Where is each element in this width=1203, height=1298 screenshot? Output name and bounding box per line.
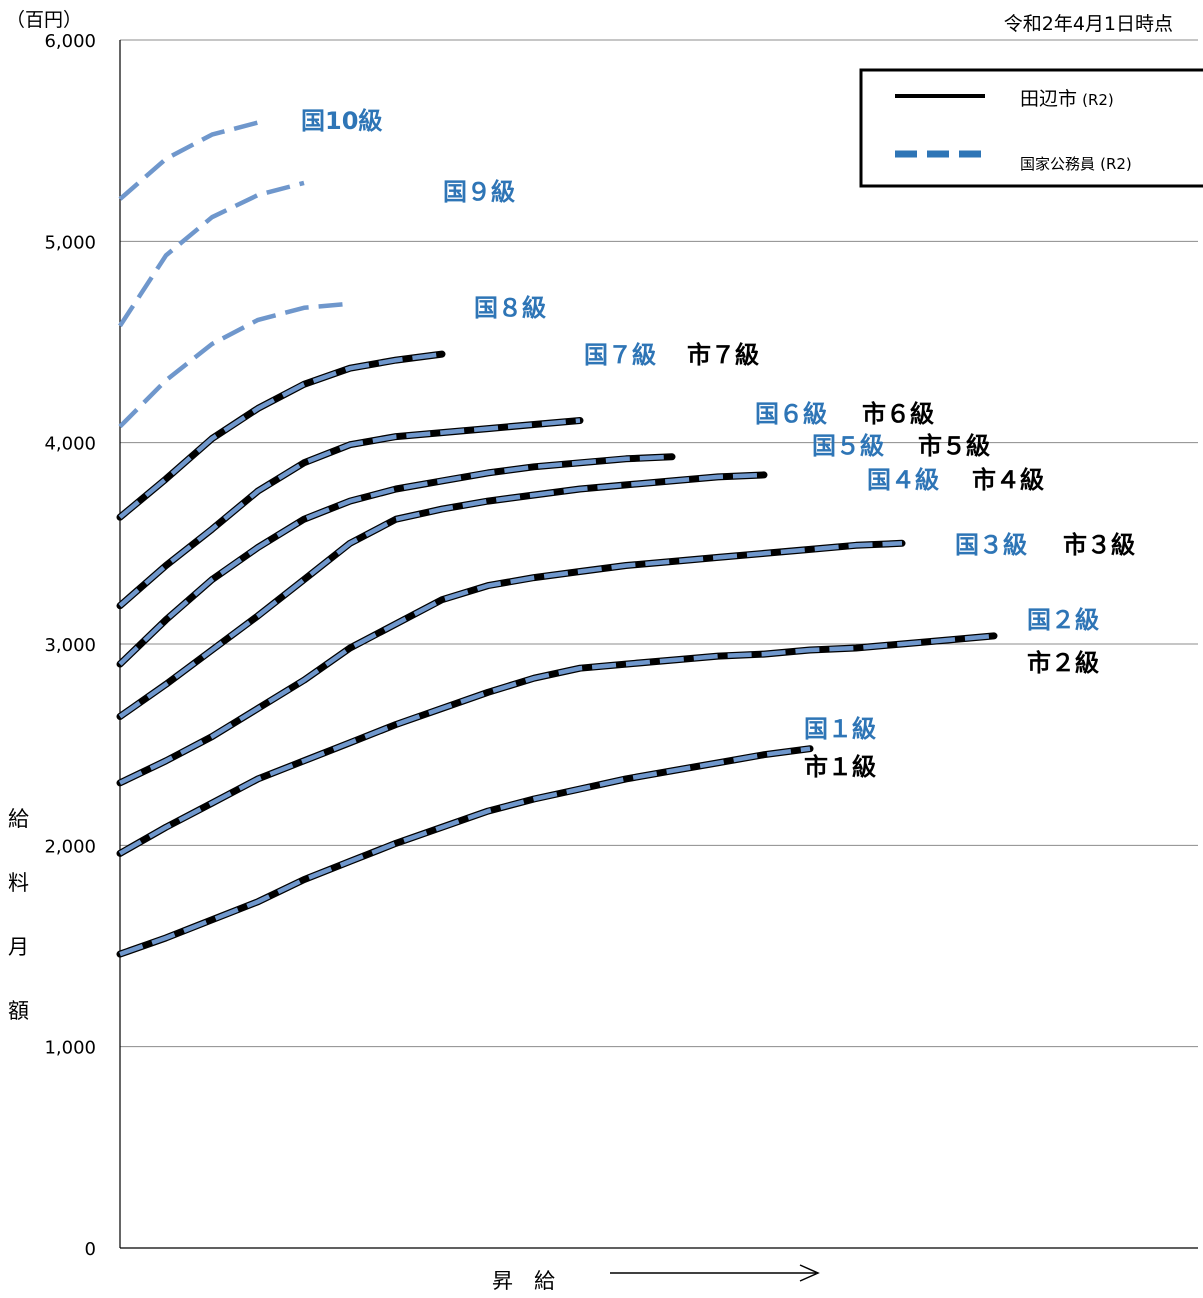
national-series-line (118, 180, 305, 328)
y-axis-label-char: 料 (8, 871, 29, 895)
national-grade-label: 国６級 (755, 400, 827, 428)
gridlines (120, 39, 1198, 1048)
national-grade-label: 国４級 (867, 466, 939, 494)
axes (119, 40, 1198, 1249)
x-axis-label: 昇 給 (492, 1269, 555, 1293)
y-tick-label: 6,000 (44, 31, 96, 52)
national-series-line (118, 418, 581, 608)
city-grade-label: 市７級 (687, 341, 759, 369)
national-series-line (118, 301, 351, 429)
y-tick-label: 5,000 (44, 232, 96, 253)
national-series-line (119, 541, 903, 785)
national-grade-label: 国３級 (955, 531, 1027, 559)
y-tick-label: 0 (85, 1239, 96, 1260)
city-series-line (116, 539, 906, 787)
national-grade-label: 国10級 (301, 107, 382, 135)
national-grade-label: 国７級 (584, 341, 656, 369)
series-lines (116, 120, 998, 958)
city-grade-label: 市６級 (862, 400, 934, 428)
national-series-line (118, 351, 443, 519)
national-series-line (118, 120, 259, 201)
city-series-line (116, 417, 584, 610)
y-tick-label: 4,000 (44, 434, 96, 455)
legend-city-suffix: (R2) (1082, 91, 1114, 109)
y-tick-labels: 0 1,000 2,000 3,000 4,000 5,000 6,000 (44, 31, 96, 1260)
national-grade-label: 国１級 (804, 715, 876, 743)
x-axis-arrow-icon (799, 1264, 820, 1282)
legend-box (859, 68, 1203, 188)
legend: 田辺市 (R2) 国家公務員 (R2) (859, 68, 1203, 188)
city-grade-label: 市２級 (1027, 649, 1099, 677)
city-series-line (116, 632, 998, 857)
y-tick-label: 2,000 (44, 836, 96, 857)
national-grade-label: 国９級 (443, 178, 515, 206)
legend-city-label: 田辺市 (1020, 88, 1077, 110)
national-grade-label: 国８級 (474, 294, 546, 322)
city-grade-label: 市５級 (918, 432, 990, 460)
y-axis-label-char: 月 (8, 935, 29, 959)
as-of-date: 令和2年4月1日時点 (1004, 13, 1173, 35)
national-grade-label: 国５級 (812, 432, 884, 460)
national-series-line (118, 633, 995, 856)
legend-national-entry: 国家公務員 (R2) (1020, 154, 1132, 173)
legend-national-label: 国家公務員 (1020, 155, 1095, 173)
legend-national-suffix: (R2) (1100, 155, 1132, 173)
city-grade-label: 市１級 (804, 753, 876, 781)
y-axis-label-char: 給 (8, 807, 29, 831)
y-tick-label: 1,000 (44, 1038, 96, 1059)
national-series-line (119, 746, 811, 957)
unit-label: （百円） (6, 9, 82, 31)
national-grade-label: 国２級 (1027, 606, 1099, 634)
y-tick-label: 3,000 (44, 635, 96, 656)
city-grade-label: 市４級 (972, 466, 1044, 494)
city-series-line (116, 745, 814, 958)
national-series-line (118, 472, 765, 719)
legend-city-entry: 田辺市 (R2) (1020, 88, 1114, 110)
city-grade-label: 市３級 (1063, 531, 1135, 559)
national-series-line (118, 454, 673, 666)
x-axis-label-group: 昇 給 (492, 1264, 820, 1293)
y-axis-label-char: 額 (8, 999, 29, 1023)
